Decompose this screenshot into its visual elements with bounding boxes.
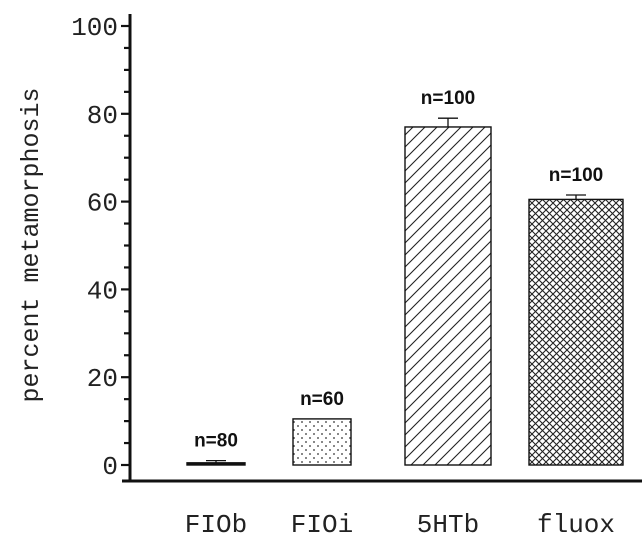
bar-fiob	[186, 462, 246, 466]
sample-size-label: n=100	[549, 165, 603, 186]
sample-size-label: n=100	[421, 88, 475, 109]
x-axis-category-labels: FIOb FIOi 5HTb fluox	[185, 510, 615, 539]
y-tick-label: 100	[71, 13, 118, 43]
y-tick-label: 0	[102, 452, 118, 482]
bar-fioi	[292, 418, 352, 466]
bar-5htb	[404, 126, 492, 466]
bars	[186, 126, 624, 466]
category-label: fluox	[537, 510, 615, 539]
y-tick-label: 40	[87, 276, 118, 306]
sample-size-label: n=60	[300, 389, 344, 410]
y-tick-label: 60	[87, 189, 118, 219]
y-tick-label: 20	[87, 364, 118, 394]
bar-fluox	[528, 198, 624, 466]
sample-size-label: n=80	[194, 431, 238, 452]
category-label: 5HTb	[417, 510, 479, 539]
y-tick-label: 80	[87, 101, 118, 131]
y-axis-tick-labels: 0 20 40 60 80 100	[71, 13, 118, 482]
sample-size-labels: n=80 n=60 n=100 n=100	[194, 88, 603, 451]
y-axis-label: percent metamorphosis	[17, 87, 46, 402]
category-label: FIOi	[291, 510, 353, 539]
error-bars	[206, 117, 586, 463]
category-label: FIOb	[185, 510, 247, 539]
